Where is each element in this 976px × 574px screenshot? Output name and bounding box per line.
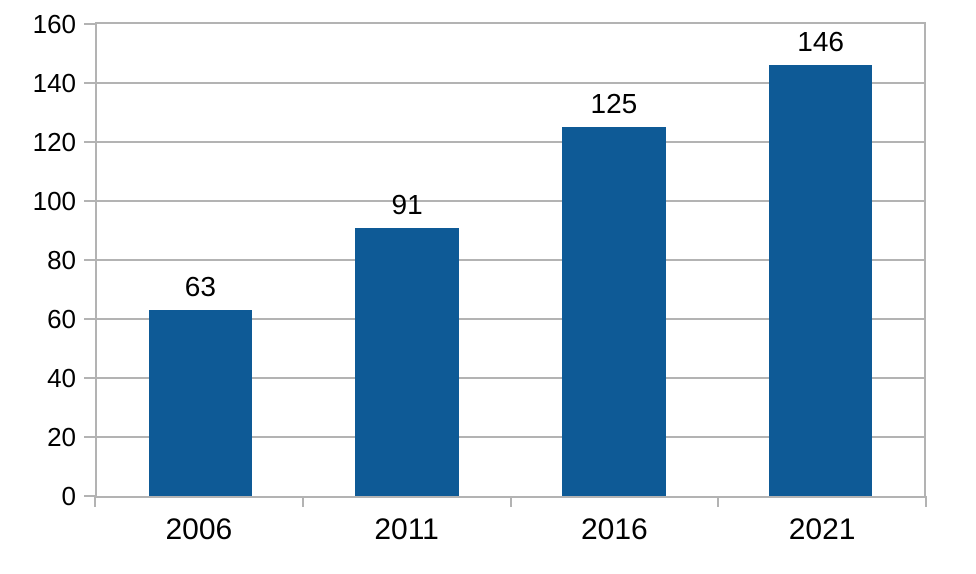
y-axis-tick-label: 140: [32, 68, 76, 98]
x-axis-tick-mark: [925, 496, 927, 507]
gridline: [97, 377, 924, 379]
y-axis-tick-mark: [84, 23, 95, 25]
y-axis-tick-mark: [84, 200, 95, 202]
y-axis-tick-label: 120: [32, 127, 76, 157]
bar-value-label: 125: [590, 88, 638, 120]
y-axis-tick-label: 160: [32, 9, 76, 39]
y-axis-tick-mark: [84, 82, 95, 84]
y-axis-tick-mark: [84, 318, 95, 320]
y-axis-tick-label: 0: [61, 481, 76, 511]
y-axis-tick-label: 60: [47, 304, 76, 334]
bar-value-label: 91: [391, 188, 423, 220]
bar-value-label: 63: [184, 271, 216, 303]
gridline: [97, 141, 924, 143]
gridline: [97, 318, 924, 320]
bar: [768, 65, 873, 496]
bar-value-label: 146: [797, 26, 844, 58]
x-axis-tick-mark: [94, 496, 96, 507]
bar-slot: 63: [97, 24, 304, 496]
bar-slot: 125: [511, 24, 718, 496]
y-axis-tick-mark: [84, 377, 95, 379]
bar-slot: 91: [304, 24, 511, 496]
y-axis-tick-mark: [84, 495, 95, 497]
y-axis-tick-label: 80: [47, 245, 76, 275]
bar-slot: 146: [717, 24, 924, 496]
x-axis-category-label: 2016: [581, 513, 648, 546]
x-axis-tick-mark: [509, 496, 512, 507]
y-axis-tick-label: 100: [32, 186, 76, 216]
x-axis-tick-mark: [717, 496, 720, 507]
y-axis-tick-mark: [84, 259, 95, 261]
bar: [148, 310, 253, 496]
bar: [562, 127, 666, 496]
gridline: [97, 82, 924, 84]
gridline: [97, 259, 924, 261]
bar: [355, 227, 459, 496]
gridline: [97, 200, 924, 202]
x-axis-category-label: 2021: [788, 513, 856, 546]
y-axis-tick-mark: [84, 436, 95, 438]
x-axis-category-label: 2006: [165, 513, 233, 546]
y-axis-tick-label: 40: [47, 363, 76, 393]
y-axis-tick-mark: [84, 141, 95, 143]
gridline: [97, 436, 924, 438]
x-axis-tick-mark: [301, 496, 304, 507]
plot-area: 63 91 125 146: [95, 22, 926, 498]
x-axis-category-label: 2011: [374, 513, 439, 546]
y-axis-tick-label: 20: [47, 422, 76, 452]
